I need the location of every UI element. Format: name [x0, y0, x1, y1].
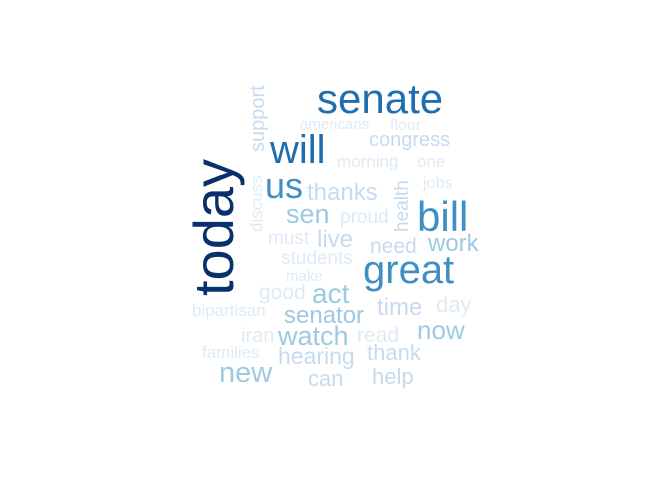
word-today: today	[182, 159, 245, 296]
word-discuss: discuss	[247, 175, 266, 232]
word-new: new	[219, 357, 273, 389]
word-make: make	[286, 268, 323, 285]
word-will: will	[270, 128, 326, 172]
word-bill: bill	[417, 193, 469, 240]
word-live: live	[317, 226, 354, 253]
word-now: now	[417, 315, 465, 345]
word-students: students	[281, 248, 353, 269]
word-support: support	[247, 85, 269, 152]
word-families: families	[202, 343, 260, 362]
word-watch: watch	[278, 321, 349, 351]
word-iran: iran	[241, 325, 275, 347]
word-time: time	[377, 294, 423, 321]
word-bipartisan: bipartisan	[192, 301, 266, 320]
word-sen: sen	[286, 199, 330, 229]
word-hearing: hearing	[278, 343, 355, 369]
word-health: health	[392, 180, 413, 232]
word-help: help	[372, 364, 414, 389]
word-floor: floor	[390, 117, 422, 134]
word-day: day	[436, 292, 472, 317]
word-senator: senator	[284, 302, 365, 329]
word-work: work	[428, 230, 479, 257]
word-one: one	[417, 152, 446, 171]
word-congress: congress	[369, 129, 451, 151]
word-senate: senate	[317, 75, 444, 122]
word-proud: proud	[340, 207, 389, 228]
word-jobs: jobs	[423, 175, 453, 192]
word-act: act	[312, 278, 350, 309]
word-morning: morning	[337, 152, 399, 171]
word-thank: thank	[367, 340, 421, 365]
word-need: need	[370, 235, 417, 258]
word-can: can	[308, 366, 344, 391]
word-must: must	[268, 228, 310, 249]
word-great: great	[363, 248, 455, 292]
word-read: read	[357, 324, 400, 347]
word-thanks: thanks	[307, 179, 378, 206]
word-good: good	[259, 281, 306, 304]
word-americans: americans	[300, 116, 370, 133]
word-us: us	[265, 165, 304, 206]
